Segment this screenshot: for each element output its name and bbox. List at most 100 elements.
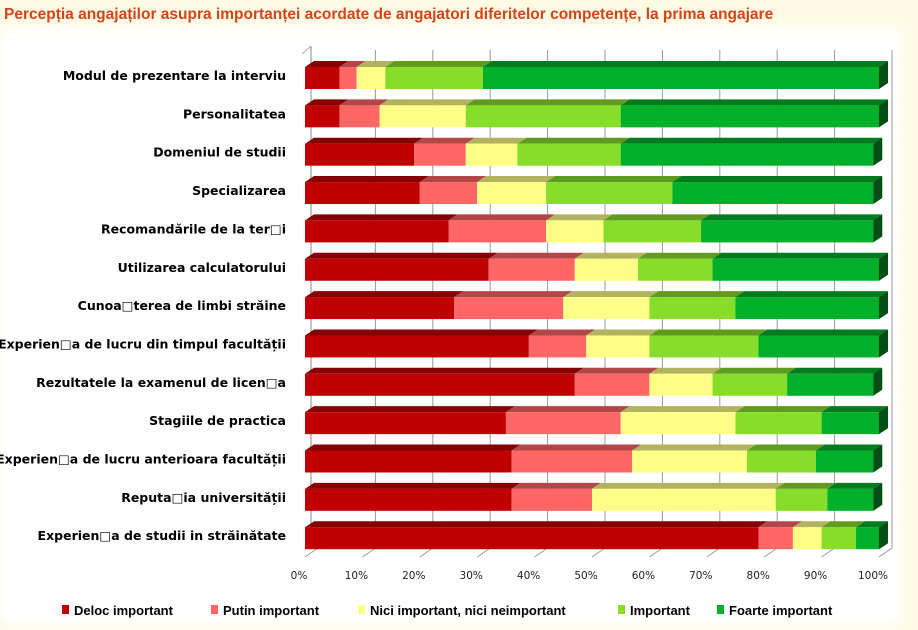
x-tick-label: 10% bbox=[345, 570, 368, 582]
bar-segment-face bbox=[339, 105, 380, 128]
bar-segment-top bbox=[305, 99, 349, 106]
bar-segment-face bbox=[305, 297, 455, 320]
bar-segment-important bbox=[465, 99, 630, 128]
bar-segment-face bbox=[414, 143, 466, 166]
bar-segment-deloc-important bbox=[305, 176, 429, 205]
x-tick-label: 50% bbox=[574, 570, 597, 582]
bar-segment-top bbox=[712, 252, 888, 259]
bar-segment-deloc-important bbox=[305, 137, 424, 166]
bar-segment-top bbox=[620, 137, 883, 144]
bar-segment-top bbox=[649, 367, 722, 374]
bar-segment-top bbox=[511, 444, 642, 451]
bar-segment-top bbox=[649, 329, 768, 336]
bar-segment-face bbox=[419, 182, 478, 205]
bar-segment-top bbox=[305, 521, 768, 528]
bar-segment-deloc-important bbox=[305, 214, 458, 243]
bar-segment-top bbox=[603, 214, 711, 221]
bar-segment-important bbox=[603, 214, 711, 243]
bar-segment-foarte-important bbox=[856, 521, 888, 550]
bar-segment-face bbox=[454, 297, 564, 320]
bar-segment-face bbox=[305, 450, 512, 473]
bar-segment-face bbox=[465, 143, 518, 166]
bar-segment-nici-important-nici-neimportant bbox=[586, 329, 659, 358]
bar-segment-face bbox=[517, 143, 621, 166]
bar-segment-foarte-important bbox=[758, 329, 888, 358]
legend-swatch bbox=[717, 605, 724, 614]
bar-segment-top bbox=[465, 99, 630, 106]
bar-segment-top bbox=[305, 137, 424, 144]
bar-segment-top bbox=[511, 482, 601, 489]
bar-segment-important bbox=[735, 406, 831, 435]
bar-segment-face bbox=[758, 335, 879, 358]
bar-segment-top bbox=[758, 521, 802, 528]
category-label: Modul de prezentare la interviu bbox=[63, 68, 286, 83]
x-tick-label: 40% bbox=[517, 570, 540, 582]
bar-segment-top bbox=[305, 291, 464, 298]
bar-segment-face bbox=[563, 297, 650, 320]
bar-segment-deloc-important bbox=[305, 99, 349, 128]
bar-segment-putin-important bbox=[448, 214, 556, 243]
bar-segment-top bbox=[637, 252, 722, 259]
bar-segment-face bbox=[505, 412, 621, 435]
bar-segment-nici-important-nici-neimportant bbox=[632, 444, 756, 473]
bar-segment-putin-important bbox=[414, 137, 475, 166]
x-tick-label: 100% bbox=[858, 570, 888, 582]
bar-segment-face bbox=[792, 527, 822, 550]
category-label: Personalitatea bbox=[183, 106, 286, 121]
bar-segment-top bbox=[574, 252, 647, 259]
bar-segment-face bbox=[856, 527, 879, 550]
legend-item: Nici important, nici neimportant bbox=[358, 603, 566, 618]
bar-segment-foarte-important bbox=[735, 291, 888, 320]
bar-segment-top bbox=[775, 482, 837, 489]
bar-segment-face bbox=[356, 67, 386, 89]
axis-tick bbox=[706, 547, 721, 558]
bar-segment-top bbox=[379, 99, 475, 106]
bar-segment-face bbox=[511, 450, 633, 473]
bar-segment-face bbox=[305, 105, 340, 128]
bar-segment-face bbox=[305, 412, 506, 435]
bar-segment-face bbox=[305, 182, 420, 205]
legend-swatch bbox=[358, 605, 365, 614]
bar-segment-face bbox=[385, 67, 483, 89]
bar-segment-top bbox=[620, 406, 745, 413]
x-tick-label: 60% bbox=[632, 570, 655, 582]
axis-tick bbox=[419, 547, 434, 558]
bar-segment-face bbox=[758, 527, 793, 550]
category-label: Cunoa□terea de limbi străine bbox=[78, 298, 286, 313]
bar-segment-top bbox=[758, 329, 888, 336]
bar-side bbox=[873, 214, 883, 243]
axis-tick bbox=[304, 547, 319, 558]
bar-segment-nici-important-nici-neimportant bbox=[546, 214, 613, 243]
bar-segment-face bbox=[305, 335, 529, 358]
bar-segment-face bbox=[592, 488, 776, 511]
bar-side bbox=[879, 291, 888, 320]
bar-segment-top bbox=[305, 406, 515, 413]
bar-segment-top bbox=[792, 521, 831, 528]
bar-segment-top bbox=[465, 137, 527, 144]
axis-tick bbox=[362, 547, 376, 558]
bar-segment-important bbox=[517, 137, 630, 166]
bar-segment-face bbox=[488, 258, 575, 281]
bar-side bbox=[873, 137, 883, 166]
bar-segment-important bbox=[385, 61, 492, 89]
legend-item: Foarte important bbox=[717, 603, 833, 618]
legend-swatch bbox=[211, 605, 218, 614]
bar-segment-top bbox=[746, 444, 825, 451]
bar-segment-putin-important bbox=[574, 367, 659, 396]
legend-label: Deloc important bbox=[74, 603, 174, 618]
bar-segment-face bbox=[305, 527, 759, 550]
bar-segment-putin-important bbox=[528, 329, 596, 358]
bar-segment-top bbox=[574, 367, 659, 374]
bar-segment-top bbox=[821, 521, 866, 528]
legend-item: Putin important bbox=[211, 603, 320, 618]
bar-segment-top bbox=[592, 482, 785, 489]
category-label: Utilizarea calculatorului bbox=[118, 260, 286, 275]
bar-segment-deloc-important bbox=[305, 521, 768, 550]
bar-segment-top bbox=[827, 482, 883, 489]
legend-label: Putin important bbox=[223, 603, 320, 618]
bar-segment-face bbox=[821, 412, 879, 435]
bar-segment-face bbox=[305, 258, 489, 281]
legend-label: Important bbox=[630, 603, 691, 618]
bar-segment-foarte-important bbox=[821, 406, 888, 435]
